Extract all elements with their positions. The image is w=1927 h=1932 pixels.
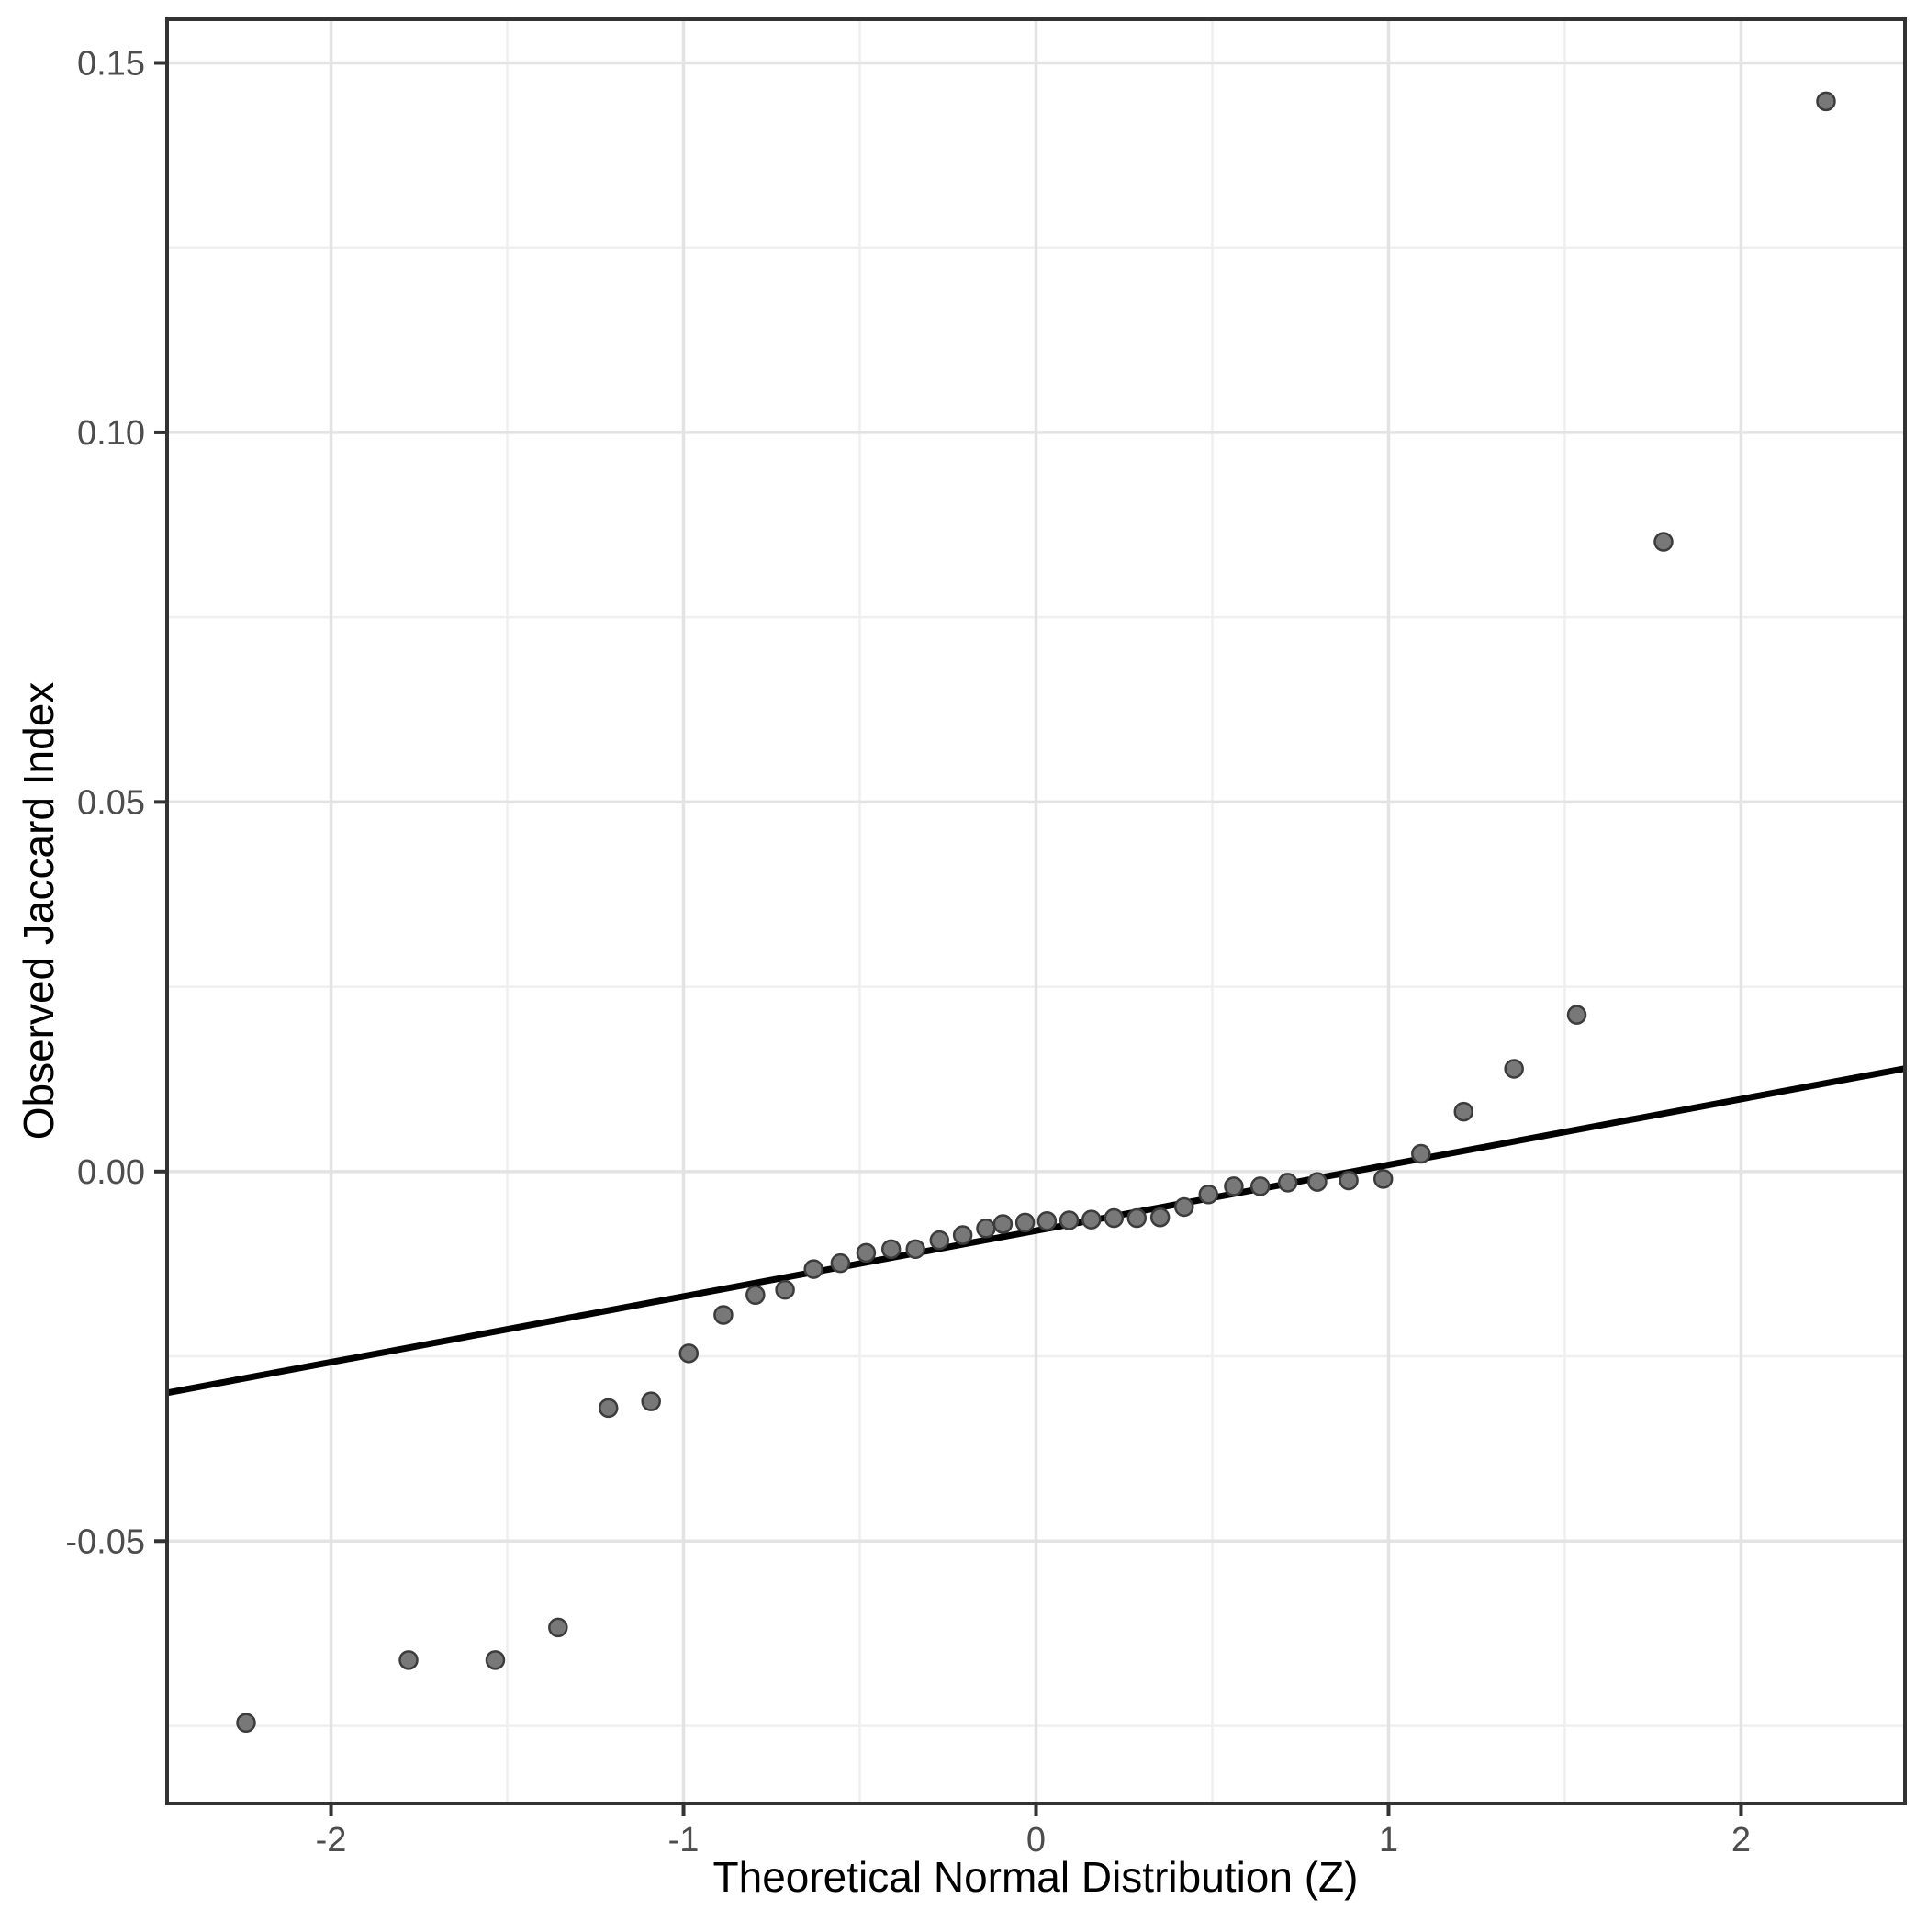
data-point bbox=[775, 1279, 795, 1300]
data-points-layer bbox=[236, 91, 1836, 1734]
x-tick-label: -1 bbox=[668, 1821, 700, 1859]
data-point bbox=[856, 1242, 877, 1264]
data-point bbox=[598, 1398, 619, 1419]
x-tick-label: 2 bbox=[1731, 1821, 1751, 1859]
x-tick-label: -2 bbox=[316, 1821, 347, 1859]
axis-ticks-layer bbox=[154, 61, 1743, 1816]
data-point bbox=[929, 1230, 950, 1251]
data-point bbox=[1504, 1059, 1524, 1079]
data-point bbox=[830, 1252, 851, 1274]
reference-line-layer bbox=[166, 1065, 1906, 1397]
data-point bbox=[1174, 1196, 1194, 1218]
data-point bbox=[1198, 1185, 1219, 1205]
data-point bbox=[398, 1650, 419, 1670]
data-point bbox=[880, 1239, 902, 1260]
y-tick-label: -0.05 bbox=[65, 1522, 145, 1561]
data-point bbox=[1224, 1176, 1244, 1196]
data-point bbox=[1277, 1173, 1298, 1193]
data-point bbox=[1081, 1209, 1102, 1230]
data-point bbox=[641, 1391, 661, 1411]
axis-tick-labels-layer: -2 -1 0 1 2 -0.05 0.00 0.05 0.10 0.15 bbox=[65, 44, 1751, 1859]
x-axis-title: Theoretical Normal Distribution (Z) bbox=[713, 1853, 1359, 1901]
data-point bbox=[1059, 1210, 1080, 1230]
data-point bbox=[1372, 1169, 1394, 1189]
data-point bbox=[976, 1219, 996, 1239]
data-point bbox=[745, 1285, 766, 1305]
data-point bbox=[1126, 1208, 1148, 1229]
data-point bbox=[905, 1239, 925, 1260]
data-point bbox=[1307, 1172, 1328, 1192]
data-point bbox=[1104, 1208, 1125, 1229]
x-tick-label: 0 bbox=[1026, 1821, 1046, 1859]
data-point bbox=[1036, 1210, 1058, 1231]
data-point bbox=[678, 1343, 700, 1364]
data-point bbox=[992, 1214, 1014, 1234]
data-point bbox=[952, 1225, 973, 1245]
qq-reference-line bbox=[166, 1065, 1906, 1397]
data-point bbox=[1653, 532, 1674, 552]
data-point bbox=[1566, 1005, 1587, 1025]
data-point bbox=[1014, 1212, 1036, 1233]
data-point bbox=[548, 1617, 568, 1638]
data-point bbox=[485, 1650, 506, 1670]
x-tick-label: 1 bbox=[1379, 1821, 1398, 1859]
data-point bbox=[1816, 91, 1836, 112]
gridlines-major bbox=[167, 19, 1905, 1803]
data-point bbox=[1149, 1207, 1171, 1228]
data-point bbox=[713, 1305, 734, 1325]
y-tick-label: 0.10 bbox=[77, 414, 145, 453]
y-tick-label: 0.05 bbox=[77, 783, 145, 822]
data-point bbox=[236, 1713, 256, 1734]
y-tick-label: 0.15 bbox=[77, 44, 145, 83]
y-axis-title: Observed Jaccard Index bbox=[15, 682, 62, 1140]
data-point bbox=[1411, 1143, 1431, 1164]
data-point bbox=[1453, 1101, 1474, 1122]
data-point bbox=[1249, 1176, 1271, 1196]
y-tick-label: 0.00 bbox=[77, 1153, 145, 1192]
data-point bbox=[1339, 1170, 1359, 1191]
data-point bbox=[803, 1259, 823, 1279]
